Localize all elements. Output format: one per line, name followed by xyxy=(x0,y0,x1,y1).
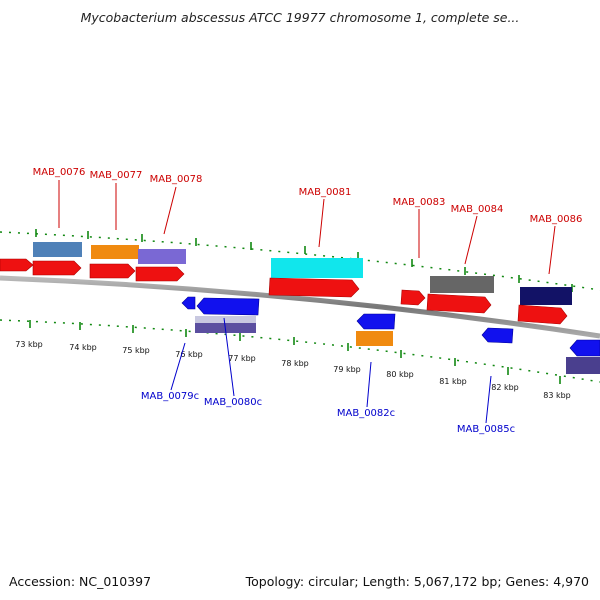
forward-gene-track xyxy=(33,242,572,305)
cds-arrow[interactable] xyxy=(517,304,568,325)
gene-box-mab-0084[interactable] xyxy=(430,276,494,293)
cds-arrow[interactable] xyxy=(89,263,136,279)
kbp-label: 83 kbp xyxy=(543,391,571,400)
chromosome-backbone xyxy=(0,275,600,339)
gene-box-mab-0078[interactable] xyxy=(138,249,186,264)
kbp-label: 74 kbp xyxy=(69,343,97,352)
gene-label-forward[interactable]: MAB_0086 xyxy=(530,214,583,225)
gene-box-mab-0076[interactable] xyxy=(33,242,82,257)
kbp-label: 75 kbp xyxy=(122,346,150,355)
cds-arrow-reverse[interactable] xyxy=(356,313,396,330)
inner-major-ticks xyxy=(29,320,561,384)
map-title: Mycobacterium abscessus ATCC 19977 chrom… xyxy=(80,10,520,25)
kbp-label: 77 kbp xyxy=(228,354,256,363)
gene-box-mab-0077[interactable] xyxy=(91,245,139,259)
gene-label-forward[interactable]: MAB_0081 xyxy=(299,187,352,198)
gene-label-reverse[interactable]: MAB_0082c xyxy=(337,408,395,419)
reverse-cds-track xyxy=(181,296,600,357)
cds-arrow[interactable] xyxy=(135,266,185,282)
kbp-label: 73 kbp xyxy=(15,340,43,349)
cds-arrow[interactable] xyxy=(426,293,492,314)
cds-arrow-reverse[interactable] xyxy=(196,297,260,316)
gene-label-forward[interactable]: MAB_0078 xyxy=(150,174,203,185)
kbp-label: 81 kbp xyxy=(439,377,467,386)
kbp-label: 80 kbp xyxy=(386,370,414,379)
cds-arrow-reverse[interactable] xyxy=(181,296,196,310)
gene-label-forward[interactable]: MAB_0076 xyxy=(33,167,86,178)
accession-label: Accession: NC_010397 xyxy=(9,574,152,589)
gene-box-mab-0081[interactable] xyxy=(271,258,363,278)
topology-summary: Topology: circular; Length: 5,067,172 bp… xyxy=(245,574,589,589)
gene-box-mab-0086[interactable] xyxy=(520,287,572,305)
reverse-label-leaders xyxy=(170,317,492,424)
forward-cds-track xyxy=(0,258,568,325)
gene-label-forward[interactable]: MAB_0084 xyxy=(451,204,504,215)
cds-arrow-reverse[interactable] xyxy=(569,339,600,357)
cds-arrow[interactable] xyxy=(32,260,82,276)
kbp-label: 82 kbp xyxy=(491,383,519,392)
gene-label-forward[interactable]: MAB_0077 xyxy=(90,170,143,181)
reverse-gene-track xyxy=(195,316,600,374)
kbp-label: 79 kbp xyxy=(333,365,361,374)
cds-arrow-reverse[interactable] xyxy=(481,327,514,344)
gene-box-reverse-right[interactable] xyxy=(566,357,600,374)
gene-label-reverse[interactable]: MAB_0079c xyxy=(141,391,199,402)
gene-label-reverse[interactable]: MAB_0085c xyxy=(457,424,515,435)
forward-label-leaders xyxy=(58,180,556,275)
kbp-label: 76 kbp xyxy=(175,350,203,359)
gene-label-forward[interactable]: MAB_0083 xyxy=(393,197,446,208)
kbp-label: 78 kbp xyxy=(281,359,309,368)
cds-arrow[interactable] xyxy=(268,277,360,298)
cds-arrow[interactable] xyxy=(400,289,426,306)
gene-box-mab-0082c[interactable] xyxy=(356,331,393,346)
cds-arrow[interactable] xyxy=(0,258,34,272)
gene-label-reverse[interactable]: MAB_0080c xyxy=(204,397,262,408)
